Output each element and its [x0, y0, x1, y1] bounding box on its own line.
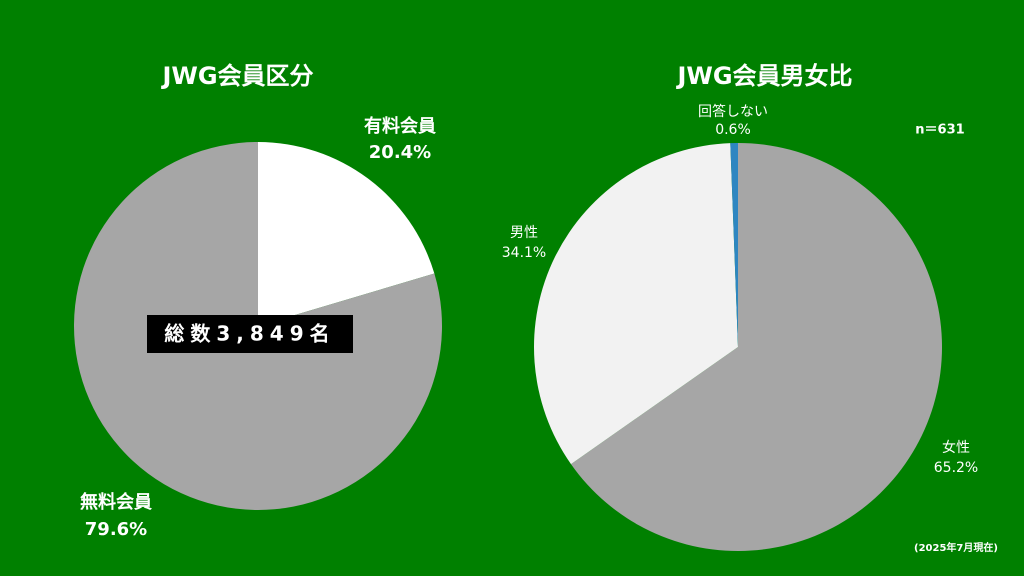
slice-value-label: 34.1%: [502, 245, 546, 261]
slice-value-label: 65.2%: [934, 460, 978, 476]
sample-size: n＝631: [915, 123, 964, 138]
slice-value-label: 20.4%: [369, 142, 431, 163]
footnote: (2025年7月現在): [914, 541, 998, 554]
slice-label: 無料会員: [80, 491, 152, 513]
slice-value-label: 0.6%: [715, 122, 751, 138]
slice-label: 女性: [942, 439, 970, 456]
pie-slice: [570, 143, 942, 551]
chart-title: JWG会員区分: [160, 62, 313, 90]
pie-slice: [730, 143, 738, 347]
slice-label: 男性: [510, 225, 538, 241]
slice-value-label: 79.6%: [85, 519, 147, 540]
annotation: 総数3,849名: [164, 322, 335, 346]
slice-label: 有料会員: [364, 115, 436, 137]
pie-slice: [258, 142, 435, 326]
annotation-box: [147, 315, 353, 353]
pie-slice: [534, 143, 738, 465]
chart-title: JWG会員男女比: [675, 62, 852, 90]
slice-label: 回答しない: [698, 103, 768, 120]
